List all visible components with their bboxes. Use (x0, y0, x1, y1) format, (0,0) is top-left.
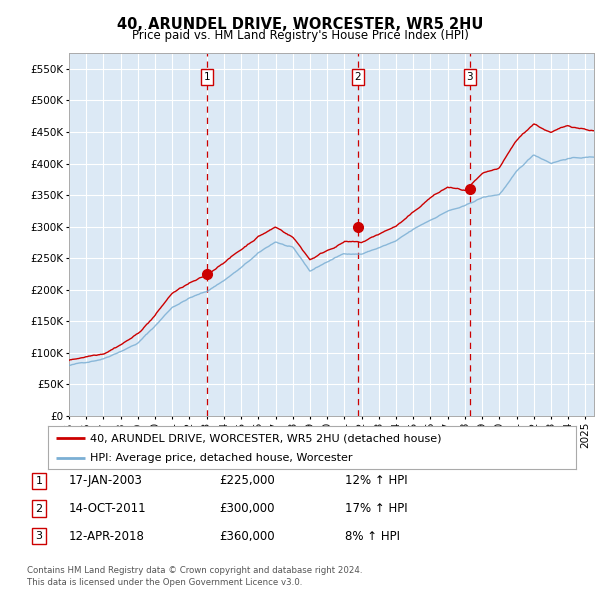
Text: Price paid vs. HM Land Registry's House Price Index (HPI): Price paid vs. HM Land Registry's House … (131, 30, 469, 42)
Text: 12% ↑ HPI: 12% ↑ HPI (345, 474, 407, 487)
Text: Contains HM Land Registry data © Crown copyright and database right 2024.
This d: Contains HM Land Registry data © Crown c… (27, 566, 362, 587)
Text: 3: 3 (466, 72, 473, 82)
Text: 12-APR-2018: 12-APR-2018 (69, 530, 145, 543)
Text: 14-OCT-2011: 14-OCT-2011 (69, 502, 146, 515)
Text: 2: 2 (355, 72, 361, 82)
Text: 40, ARUNDEL DRIVE, WORCESTER, WR5 2HU (detached house): 40, ARUNDEL DRIVE, WORCESTER, WR5 2HU (d… (90, 433, 442, 443)
Text: HPI: Average price, detached house, Worcester: HPI: Average price, detached house, Worc… (90, 453, 353, 463)
Text: £360,000: £360,000 (219, 530, 275, 543)
Text: 3: 3 (35, 532, 43, 541)
Text: 40, ARUNDEL DRIVE, WORCESTER, WR5 2HU: 40, ARUNDEL DRIVE, WORCESTER, WR5 2HU (117, 17, 483, 31)
Text: £225,000: £225,000 (219, 474, 275, 487)
Text: 1: 1 (35, 476, 43, 486)
Text: 2: 2 (35, 504, 43, 513)
Text: 1: 1 (204, 72, 211, 82)
Text: 8% ↑ HPI: 8% ↑ HPI (345, 530, 400, 543)
Text: 17-JAN-2003: 17-JAN-2003 (69, 474, 143, 487)
Text: £300,000: £300,000 (219, 502, 275, 515)
Text: 17% ↑ HPI: 17% ↑ HPI (345, 502, 407, 515)
